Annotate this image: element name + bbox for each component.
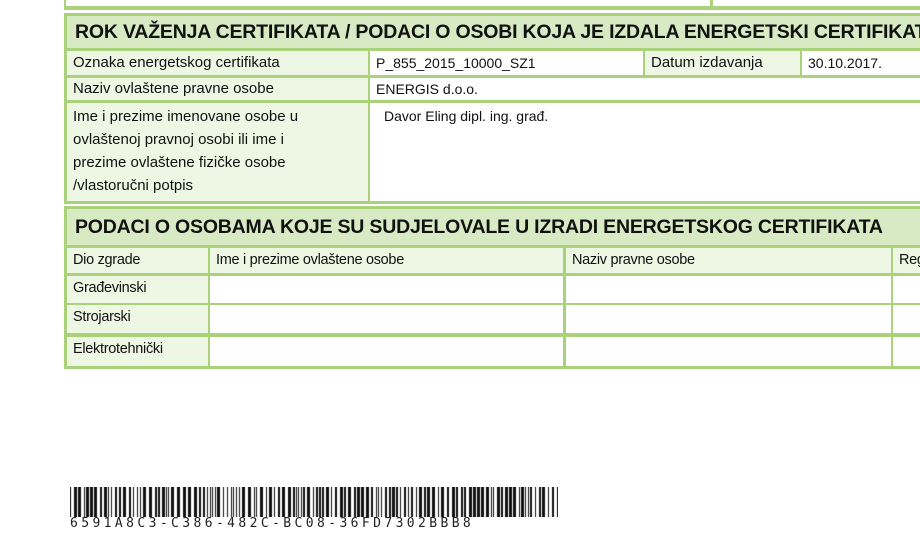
certificate-id-value: P_855_2015_10000_SZ1 [370, 51, 643, 75]
row-label: Građevinski [67, 276, 208, 303]
participants-section: PODACI O OSOBAMA KOJE SU SUDJELOVALE U I… [64, 206, 920, 369]
issuer-section-title: ROK VAŽENJA CERTIFIKATA / PODACI O OSOBI… [67, 16, 920, 48]
table-cell-registration [893, 337, 920, 366]
legal-entity-label: Naziv ovlaštene pravne osobe [67, 78, 368, 100]
authorized-person-label: Ime i prezime imenovane osobe u ovlašten… [67, 103, 368, 201]
row-label: Elektrotehnički [67, 337, 208, 366]
column-header-part-of-building: Dio zgrade [67, 248, 208, 273]
column-header-authorized-person-name: Ime i prezime ovlaštene osobe [210, 248, 563, 273]
legal-entity-value: ENERGIS d.o.o. [370, 78, 920, 100]
table-cell-legal-entity-name [566, 337, 891, 366]
barcode-text: 6591A8C3-C386-482C-BC08-36FD7302BBB8 [70, 516, 475, 531]
table-cell-legal-entity-name [566, 305, 891, 333]
table-cell-registration [893, 305, 920, 333]
column-header-registration: Reg [893, 248, 920, 273]
issue-date-label: Datum izdavanja [645, 51, 800, 75]
table-cell-authorized-person-name [210, 276, 563, 303]
issue-date-value: 30.10.2017. [802, 51, 920, 75]
previous-table-remnant [64, 0, 920, 10]
table-cell-authorized-person-name [210, 305, 563, 333]
certificate-id-label: Oznaka energetskog certifikata [67, 51, 368, 75]
table-cell-authorized-person-name [210, 337, 563, 366]
table-cell-registration [893, 276, 920, 303]
column-header-legal-entity-name: Naziv pravne osobe [566, 248, 891, 273]
table-cell-legal-entity-name [566, 276, 891, 303]
authorized-person-value: Davor Eling dipl. ing. građ. [370, 103, 920, 201]
row-label: Strojarski [67, 305, 208, 333]
barcode [70, 487, 558, 517]
issuer-section: ROK VAŽENJA CERTIFIKATA / PODACI O OSOBI… [64, 13, 920, 204]
participants-section-title: PODACI O OSOBAMA KOJE SU SUDJELOVALE U I… [67, 209, 920, 245]
